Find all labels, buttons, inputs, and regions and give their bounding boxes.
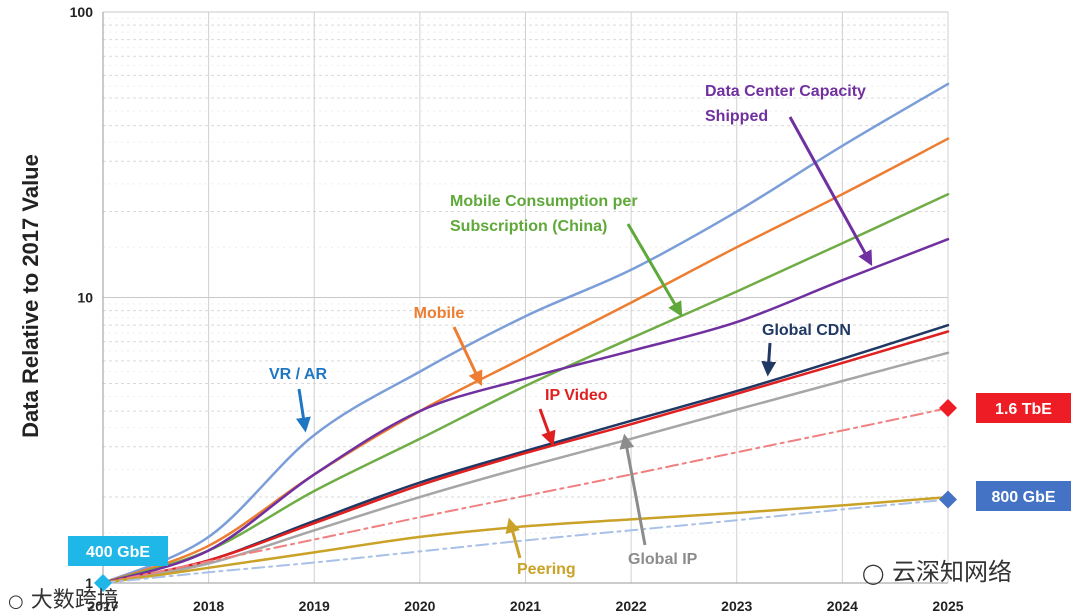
series-line-mobile bbox=[101, 137, 950, 585]
annotation-arrow-global-ip bbox=[619, 433, 647, 546]
annotation-dc-capacity: Data Center Capacity bbox=[705, 83, 866, 100]
annotation-labels: VR / AR Mobile Mobile Consumption per Subsc… bbox=[269, 83, 866, 578]
annotation-dc-capacity: Shipped bbox=[705, 108, 768, 125]
annotation-arrows bbox=[295, 116, 873, 559]
annotation-global-ip: Global IP bbox=[628, 551, 698, 568]
series-line-800-gbe bbox=[102, 498, 949, 584]
badge-400gbe-box bbox=[68, 536, 168, 566]
badge-1-6tbe-label: 1.6 TbE bbox=[995, 401, 1052, 418]
x-tick-label: 2019 bbox=[299, 598, 330, 614]
watermark-left-text: 大数跨境 bbox=[30, 588, 119, 613]
annotation-arrow-mobile-china bbox=[626, 223, 683, 317]
connector-badges: 400 GbE 1.6 TbE 800 GbE bbox=[68, 393, 1071, 592]
annotation-arrow-vr-ar bbox=[295, 388, 311, 433]
chart-axes: 2017 2018 2019 2020 2021 2022 2023 2024 2025 1 10 1… bbox=[70, 4, 964, 614]
x-tick-label: 2021 bbox=[510, 598, 541, 614]
diamond-marker bbox=[939, 399, 957, 418]
series-line-peering bbox=[101, 495, 950, 585]
annotation-arrow-ip-video bbox=[538, 408, 556, 447]
annotation-arrow-peering bbox=[505, 517, 522, 559]
x-tick-label: 2018 bbox=[193, 598, 224, 614]
x-tick-label: 2020 bbox=[404, 598, 435, 614]
wechat-icon: ◯ bbox=[862, 561, 885, 585]
annotation-peering: Peering bbox=[517, 561, 576, 578]
annotation-arrow-dc-capacity bbox=[788, 116, 873, 266]
camera-icon: ○ bbox=[8, 591, 24, 612]
annotation-arrow-global-cdn bbox=[761, 342, 777, 377]
series-line-data-center-capacity-shipped bbox=[101, 237, 950, 585]
annotation-mobile: Mobile bbox=[414, 305, 465, 322]
badge-1-6tbe-box bbox=[976, 393, 1071, 423]
annotation-vr-ar: VR / AR bbox=[269, 366, 328, 383]
badge-400gbe-label: 400 GbE bbox=[86, 544, 150, 561]
x-tick-label: 2024 bbox=[827, 598, 858, 614]
series-line-1-6-tbe bbox=[102, 407, 949, 584]
watermark-right: ◯ 云深知网络 bbox=[862, 552, 1012, 587]
annotation-mobile-china: Subscription (China) bbox=[450, 218, 607, 235]
chart-grid bbox=[102, 11, 949, 584]
series-line-ip-video bbox=[101, 330, 950, 585]
badge-800gbe-box bbox=[976, 481, 1071, 511]
badge-800gbe-label: 800 GbE bbox=[991, 489, 1055, 506]
series-line-global-ip bbox=[101, 351, 950, 585]
watermark-right-text: 云深知网络 bbox=[892, 558, 1013, 586]
watermark-left: ○ 大数跨境 bbox=[8, 582, 119, 614]
series-line-mobile-consumption-per-subscription-china bbox=[101, 192, 950, 585]
x-tick-label: 2025 bbox=[932, 598, 963, 614]
x-tick-label: 2023 bbox=[721, 598, 752, 614]
diamond-marker bbox=[94, 574, 112, 592]
diamond-marker bbox=[939, 490, 957, 509]
y-tick-label: 1 bbox=[85, 575, 93, 591]
annotation-mobile-china: Mobile Consumption per bbox=[450, 193, 638, 210]
y-axis-label: Data Relative to 2017 Value bbox=[18, 154, 43, 438]
y-tick-label: 100 bbox=[70, 4, 94, 20]
annotation-ip-video: IP Video bbox=[545, 387, 608, 404]
annotation-global-cdn: Global CDN bbox=[762, 322, 851, 339]
x-tick-label: 2017 bbox=[87, 598, 118, 614]
annotation-arrow-mobile bbox=[452, 326, 483, 387]
y-tick-label: 10 bbox=[77, 290, 93, 306]
x-tick-label: 2022 bbox=[616, 598, 647, 614]
